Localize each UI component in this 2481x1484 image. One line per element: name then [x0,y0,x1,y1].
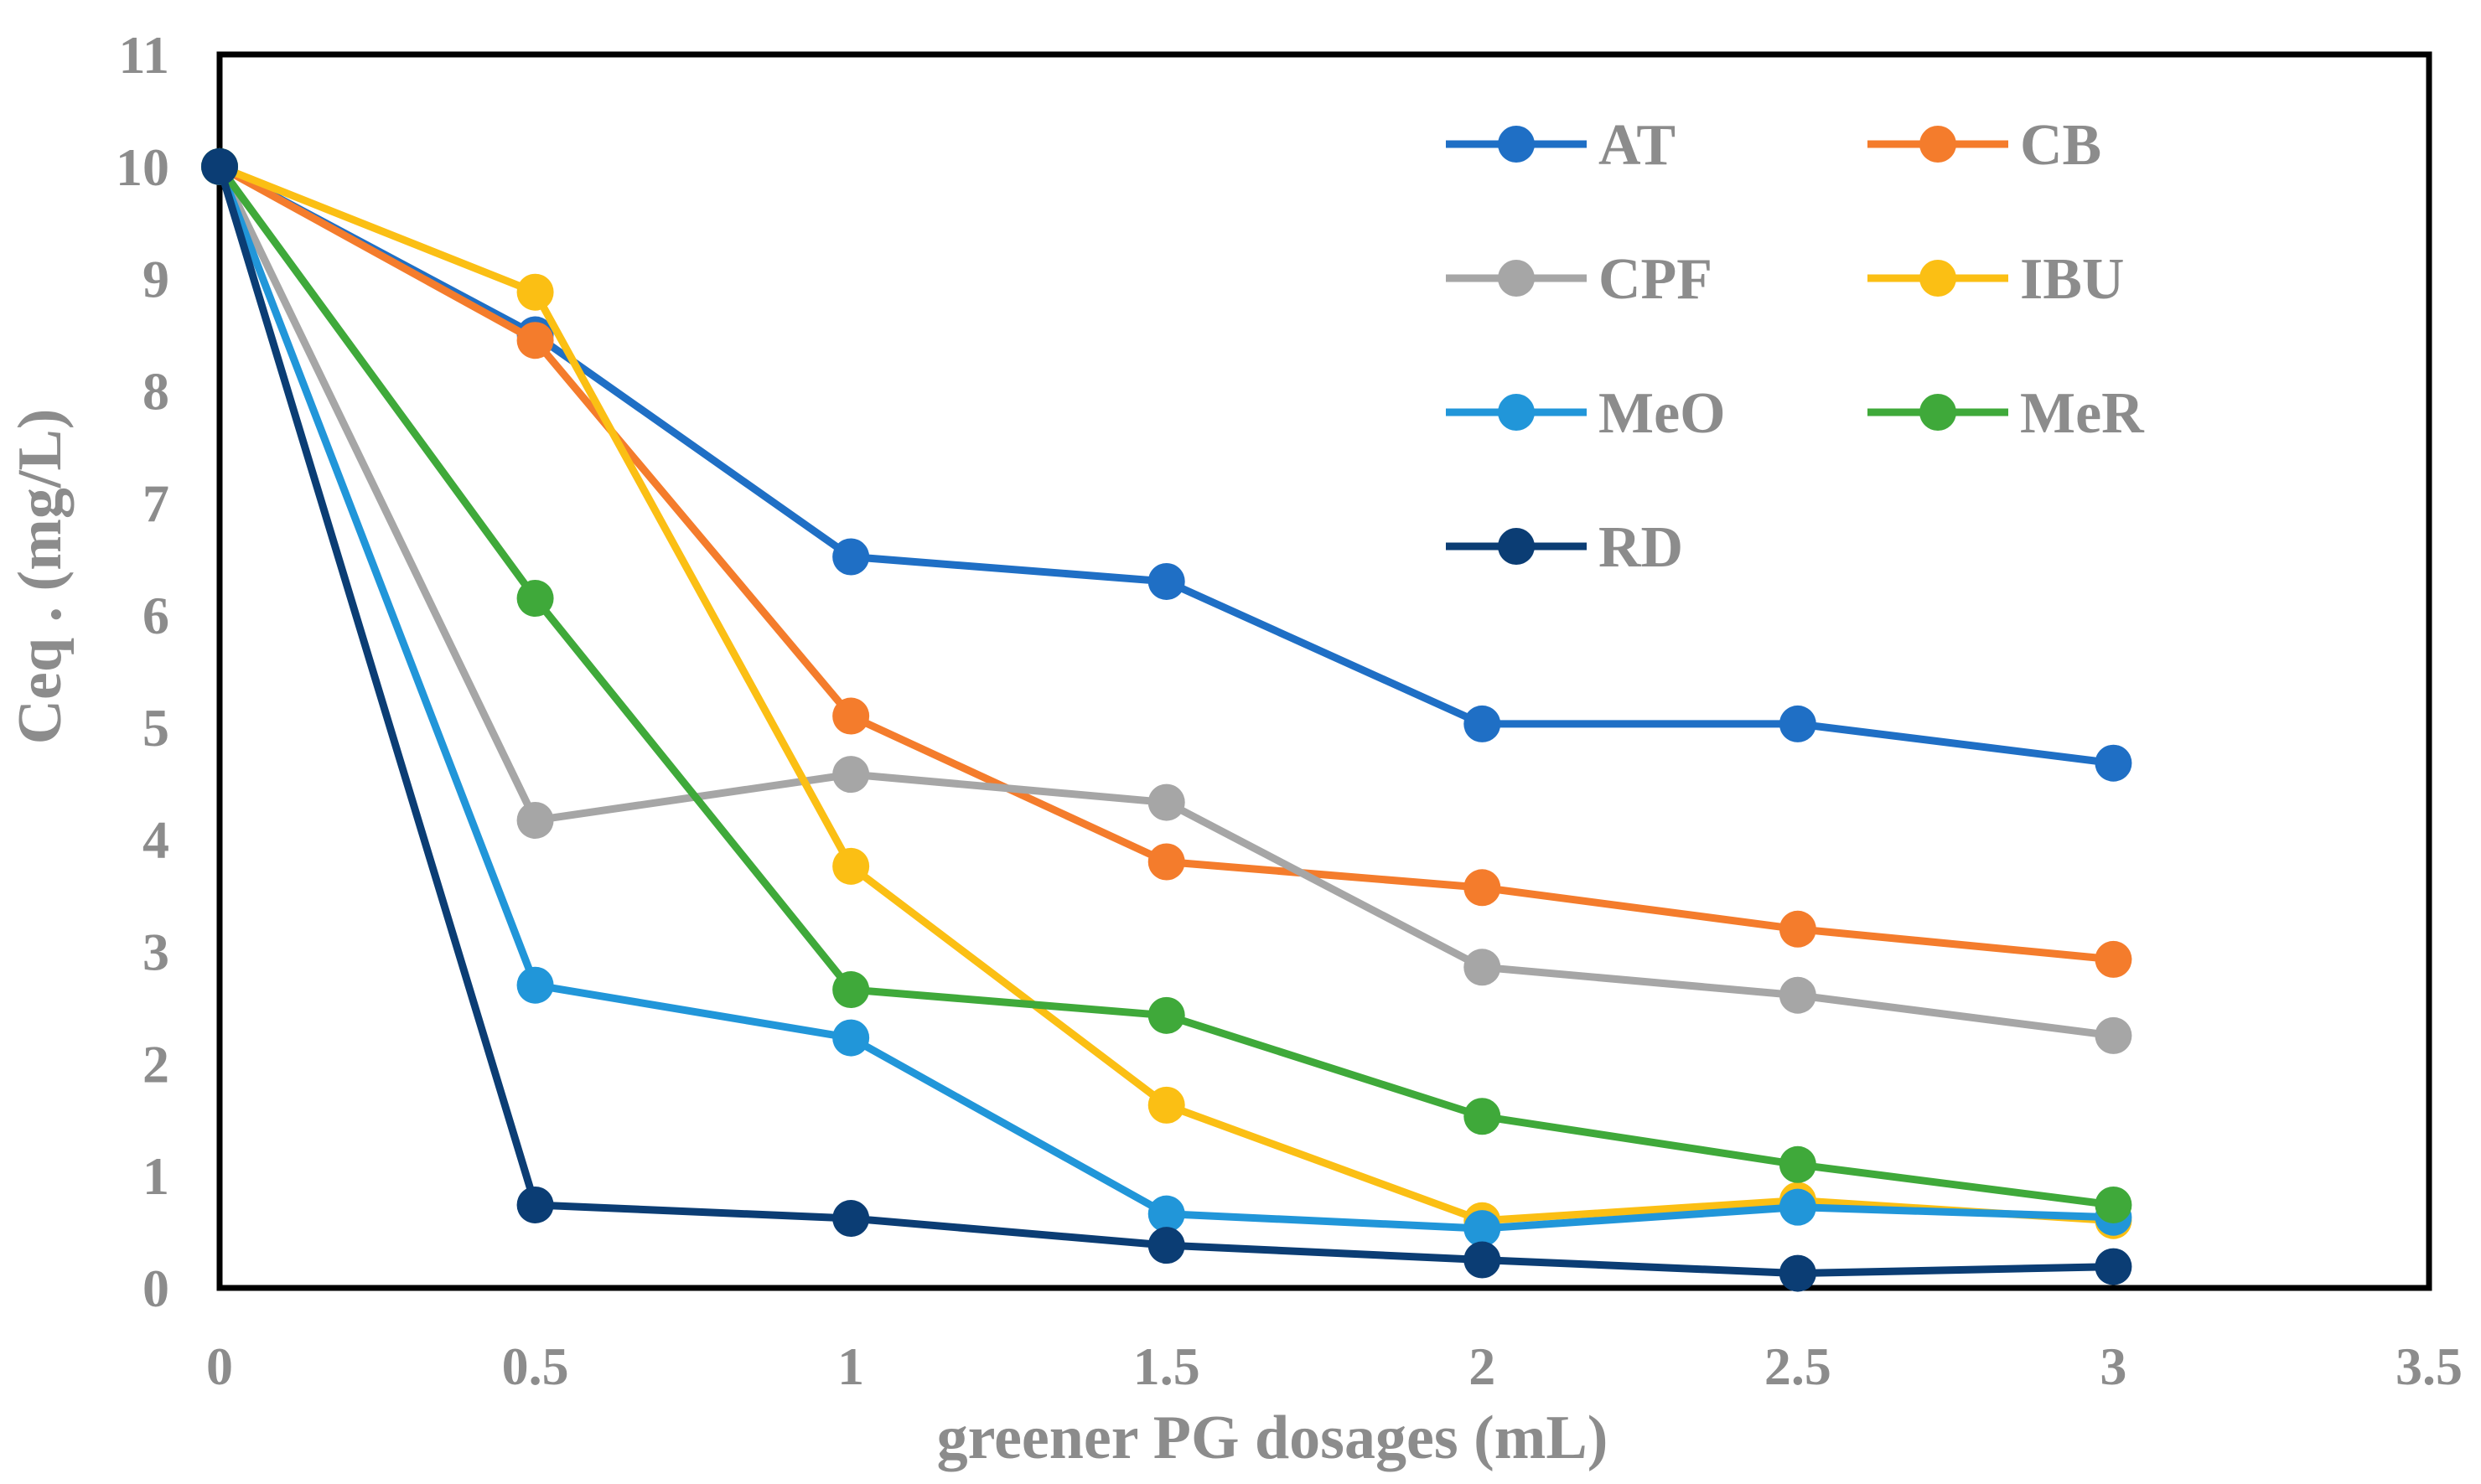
x-tick-label: 3 [2100,1337,2126,1396]
legend-label: IBU [2020,247,2124,312]
y-tick-label: 3 [142,923,169,982]
y-tick-label: 2 [142,1034,169,1094]
data-point-cpf [516,801,554,839]
legend-label: MeR [2020,381,2145,446]
series-rd [201,147,2132,1292]
legend-item-ibu: IBU [1867,247,2124,312]
data-point-mer [2095,1186,2132,1223]
legend-item-rd: RD [1446,515,1683,580]
data-point-mer [516,580,554,618]
data-point-at [1147,562,1185,600]
y-tick-label: 5 [142,698,169,758]
data-point-cb [832,697,870,735]
y-tick-label: 11 [119,25,169,85]
y-tick-label: 9 [142,250,169,309]
data-point-mer [1779,1145,1816,1183]
legend-label: CB [2020,113,2101,178]
data-point-meo [832,1019,870,1057]
x-tick-label: 3.5 [2396,1337,2463,1396]
x-tick-label: 1.5 [1133,1337,1200,1396]
data-point-cpf [1779,976,1816,1014]
data-point-rd [1147,1227,1185,1264]
legend-label: AT [1598,113,1676,178]
data-point-rd [201,147,238,185]
legend-swatch-marker [1919,260,1956,297]
y-axis-title: Ceq . (mg/L) [6,409,75,745]
x-tick-label: 0 [206,1337,233,1396]
data-point-cb [516,322,554,359]
legend-swatch-marker [1919,394,1956,431]
y-axis-tick-labels: 0 1 2 3 4 5 6 7 8 9 10 11 [116,25,169,1318]
y-tick-label: 10 [116,137,169,197]
legend-item-cb: CB [1867,113,2101,178]
legend-item-meo: MeO [1446,381,1726,446]
legend-item-cpf: CPF [1446,247,1712,312]
data-point-cb [1779,910,1816,948]
data-point-cpf [1147,783,1185,821]
data-point-cb [1147,843,1185,881]
data-point-ibu [516,273,554,311]
y-tick-label: 8 [142,361,169,421]
legend-item-mer: MeR [1867,381,2145,446]
data-point-meo [516,966,554,1004]
data-point-rd [1779,1254,1816,1292]
data-point-cb [2095,940,2132,978]
y-tick-label: 7 [142,473,169,533]
y-tick-label: 6 [142,586,169,645]
series-layer [201,147,2132,1292]
data-point-mer [1463,1098,1501,1135]
data-point-cpf [2095,1016,2132,1054]
data-point-cpf [832,756,870,794]
data-point-at [1463,705,1501,742]
data-point-rd [516,1186,554,1223]
data-point-mer [1147,996,1185,1034]
y-tick-label: 4 [142,810,169,870]
data-point-cb [1463,869,1501,907]
plot-area [216,51,2432,1291]
data-point-at [832,538,870,576]
x-axis-title: greener PG dosages (mL) [937,1404,1608,1472]
data-point-meo [1463,1210,1501,1248]
x-axis-tick-labels: 0 0.5 1 1.5 2 2.5 3 3.5 [206,1337,2463,1396]
y-tick-label: 0 [142,1259,169,1318]
y-tick-label: 1 [142,1146,169,1206]
data-point-meo [1779,1188,1816,1226]
series-cpf [201,147,2132,1054]
data-point-cpf [1463,949,1501,986]
legend-swatch-marker [1498,126,1535,163]
data-point-meo [1147,1195,1185,1233]
data-point-mer [832,971,870,1009]
legend-label: RD [1598,515,1683,580]
data-point-ibu [832,847,870,885]
x-tick-label: 0.5 [502,1337,569,1396]
legend-item-at: AT [1446,113,1676,178]
legend: AT CB CPF IBU MeO MeR RD [1446,113,2145,580]
legend-label: MeO [1598,381,1726,446]
x-tick-label: 2 [1468,1337,1495,1396]
legend-label: CPF [1598,247,1712,312]
series-meo [201,147,2132,1248]
data-point-ibu [1147,1086,1185,1124]
data-point-at [2095,744,2132,782]
data-point-rd [832,1200,870,1238]
data-point-rd [2095,1248,2132,1285]
x-tick-label: 2.5 [1764,1337,1831,1396]
legend-swatch-marker [1498,394,1535,431]
legend-swatch-marker [1498,260,1535,297]
data-point-rd [1463,1241,1501,1279]
legend-swatch-marker [1919,126,1956,163]
x-tick-label: 1 [837,1337,864,1396]
data-point-at [1779,705,1816,742]
legend-swatch-marker [1498,528,1535,565]
